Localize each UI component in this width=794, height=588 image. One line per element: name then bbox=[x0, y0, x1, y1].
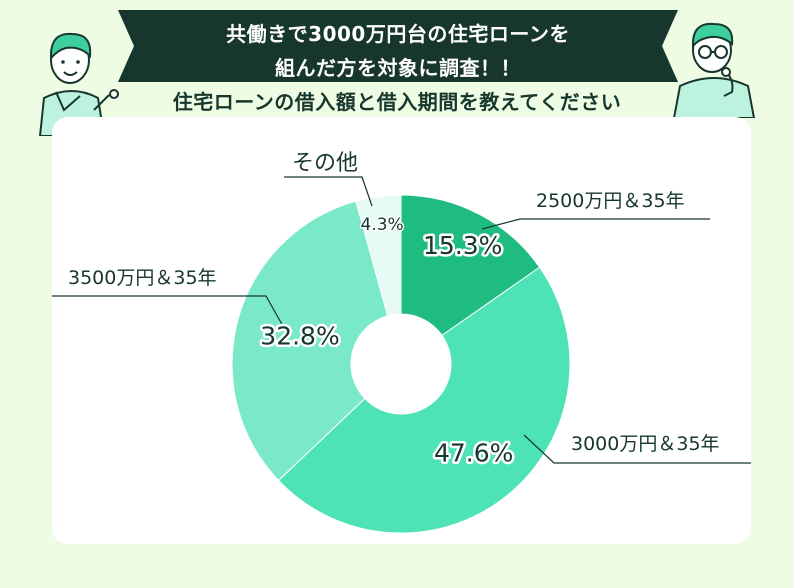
data-label: 4.3% bbox=[361, 215, 404, 235]
title-banner: 共働きで3000万円台の住宅ローンを 組んだ方を対象に調査！！ bbox=[118, 10, 678, 82]
donut-slice bbox=[277, 266, 571, 534]
leader-line bbox=[284, 176, 373, 207]
category-label: 2500万円＆35年 bbox=[536, 190, 685, 212]
donut-chart: 15.3% 2500万円＆35年 47.6% 3000万円＆35年 32.8% 3500万… bbox=[52, 151, 751, 534]
title-line-1: 共働きで3000万円台の住宅ローンを bbox=[226, 22, 570, 46]
banner-background bbox=[118, 10, 678, 82]
category-label: 3500万円＆35年 bbox=[68, 267, 217, 289]
donut-slice bbox=[231, 200, 389, 482]
category-label: 3000万円＆35年 bbox=[571, 433, 720, 455]
category-label: その他 bbox=[292, 151, 358, 176]
data-label: 32.8% bbox=[260, 322, 339, 351]
data-label: 15.3% bbox=[423, 231, 502, 260]
chart-card: 15.3% 2500万円＆35年 47.6% 3000万円＆35年 32.8% 3500万… bbox=[52, 117, 751, 544]
donut-slice bbox=[400, 194, 541, 337]
title-line-2: 組んだ方を対象に調査！！ bbox=[275, 56, 521, 80]
leader-line bbox=[481, 218, 710, 230]
man-illustration bbox=[672, 22, 756, 118]
leader-line bbox=[523, 434, 751, 464]
data-label: 47.6% bbox=[434, 439, 513, 468]
leader-line bbox=[52, 295, 289, 336]
subtitle: 住宅ローンの借入額と借入期間を教えてください bbox=[172, 90, 622, 114]
